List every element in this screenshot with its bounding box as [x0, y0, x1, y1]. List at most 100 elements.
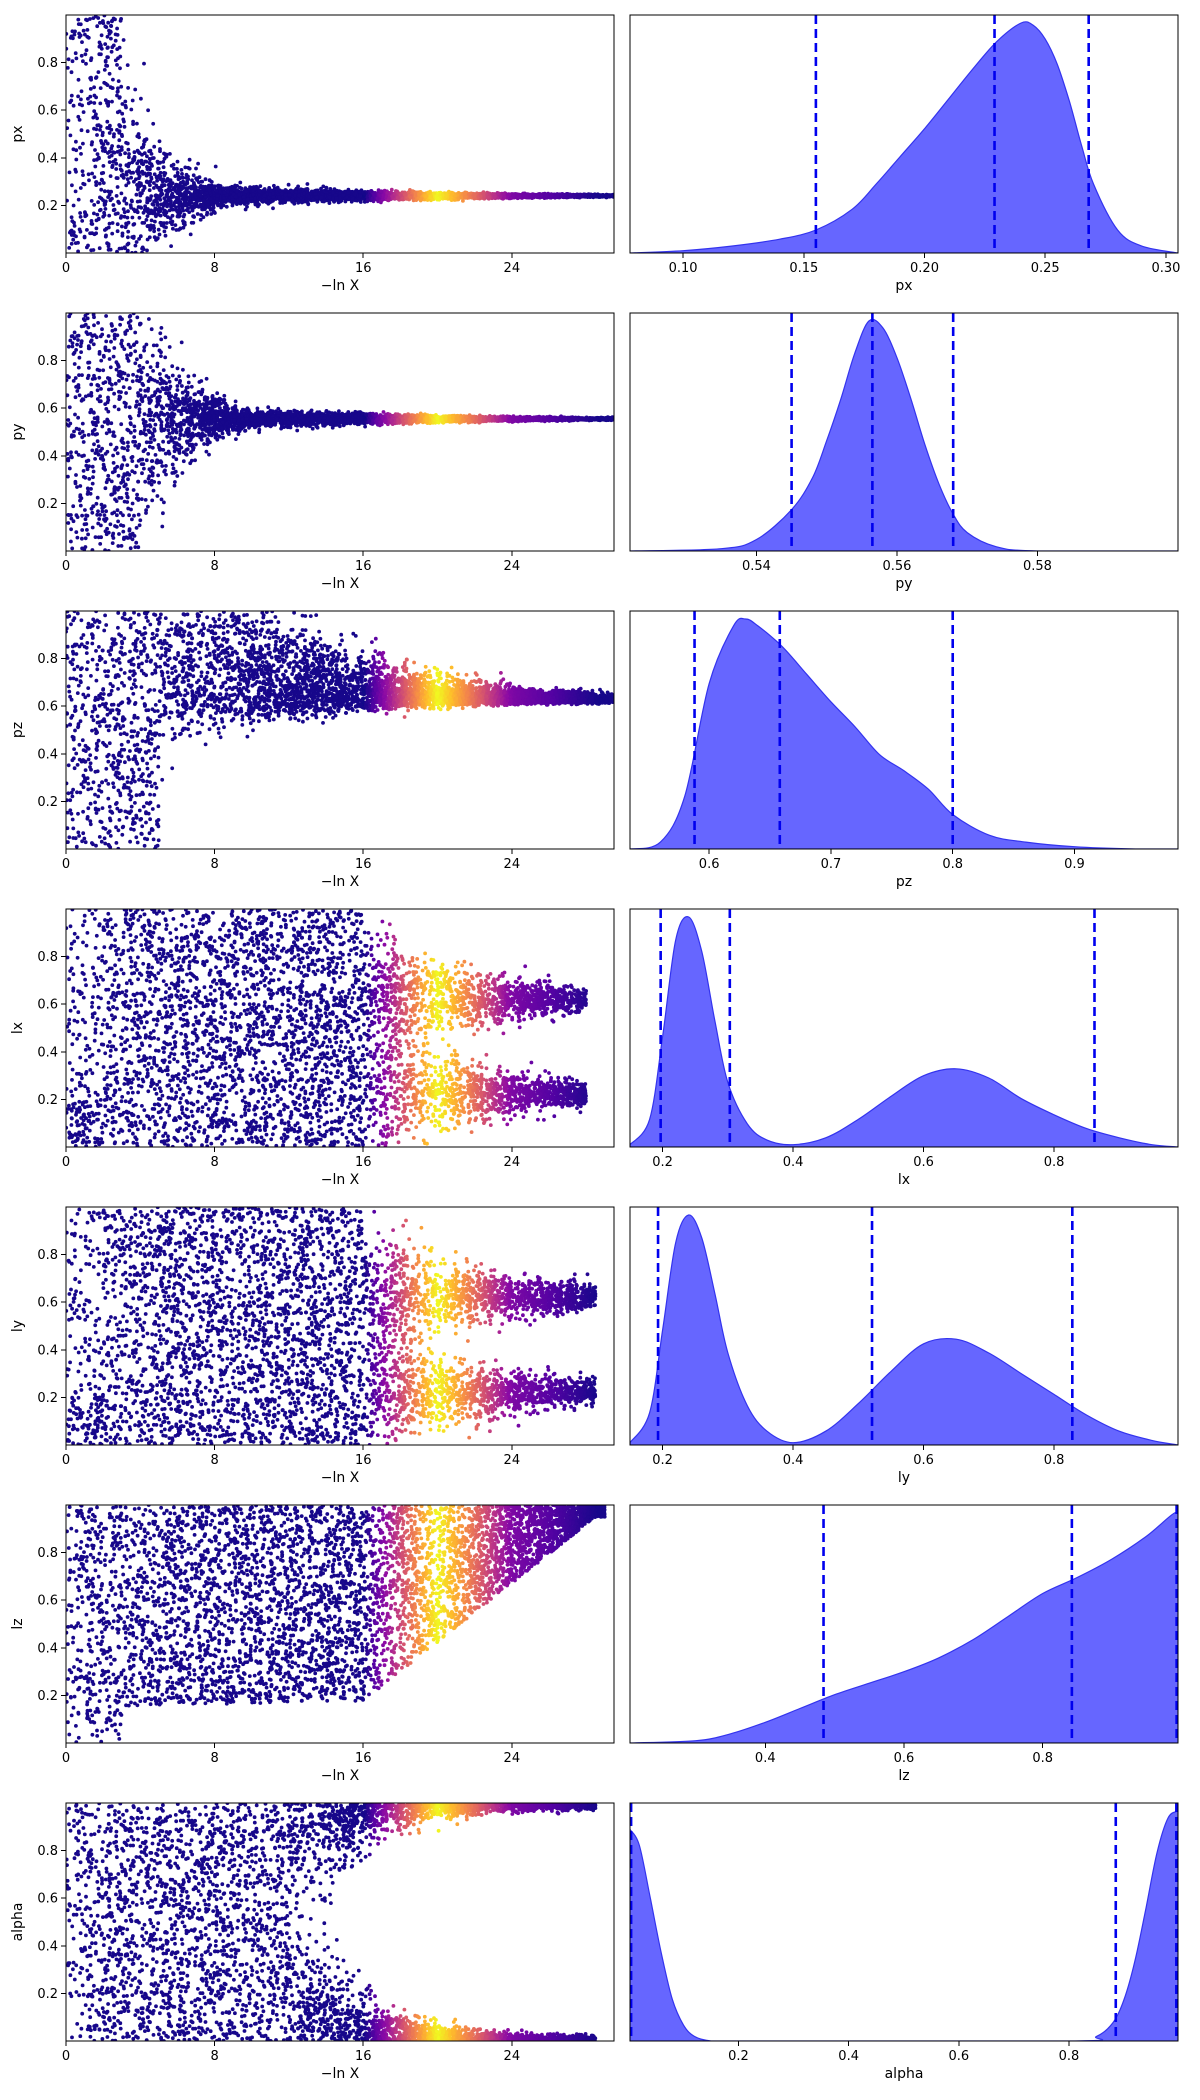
scatter-point [144, 173, 149, 178]
scatter-point [98, 127, 102, 132]
scatter-point [104, 25, 109, 29]
scatter-point [129, 198, 134, 203]
scatter-point [127, 152, 131, 156]
scatter-point [113, 17, 117, 22]
scatter-point [146, 210, 151, 214]
scatter-point [115, 26, 119, 31]
scatter-point [147, 188, 152, 193]
scatter-point [110, 196, 114, 201]
scatter-point [201, 186, 206, 191]
scatter-point [105, 141, 110, 146]
scatter-point [101, 214, 106, 219]
scatter-point [104, 63, 108, 68]
scatter-point [184, 186, 189, 191]
scatter-point [80, 169, 85, 174]
scatter-point [128, 203, 133, 208]
scatter-point [200, 179, 205, 184]
scatter-point [102, 80, 107, 85]
scatter-point [68, 133, 73, 138]
scatter-point [115, 110, 120, 115]
scatter-point [195, 212, 200, 216]
scatter-point [84, 61, 88, 66]
scatter-point [328, 187, 333, 191]
scatter-point [253, 196, 257, 201]
scatter-point [135, 161, 140, 166]
scatter-point [81, 141, 85, 146]
scatter-point [197, 204, 202, 209]
scatter-point [315, 199, 320, 204]
scatter-point [121, 172, 125, 177]
scatter-point [98, 20, 102, 25]
scatter-point [101, 181, 106, 185]
scatter-point [66, 126, 70, 130]
scatter-point [135, 121, 139, 126]
scatter-point [453, 198, 458, 202]
scatter-point [107, 28, 111, 33]
scatter-point [111, 77, 115, 82]
scatter-point [96, 216, 101, 221]
scatter-point [331, 190, 335, 195]
scatter-point [187, 210, 192, 215]
scatter-point [134, 240, 139, 244]
scatter-point [126, 86, 130, 90]
scatter-point [181, 175, 185, 180]
scatter-point [224, 204, 229, 209]
scatter-point [131, 119, 136, 124]
scatter-point [74, 139, 78, 144]
scatter-point [78, 33, 83, 38]
scatter-point [154, 175, 159, 180]
scatter-point [76, 94, 80, 99]
scatter-point [100, 130, 105, 135]
scatter-point [215, 194, 220, 198]
scatter-point [115, 90, 120, 94]
scatter-point [77, 102, 82, 107]
scatter-point [160, 179, 165, 184]
scatter-point [118, 18, 123, 23]
scatter-point [88, 87, 93, 91]
scatter-point [106, 102, 111, 107]
scatter-point [121, 207, 126, 212]
scatter-point [82, 182, 87, 187]
scatter-point [122, 119, 126, 124]
scatter-point [496, 191, 500, 196]
scatter-point [136, 132, 141, 136]
scatter-point [99, 171, 104, 176]
scatter-point [92, 203, 97, 207]
scatter-point [191, 197, 196, 202]
scatter-point [102, 203, 107, 207]
scatter-point [122, 210, 127, 215]
scatter-point [115, 222, 120, 227]
scatter-point [142, 139, 147, 144]
scatter-point [237, 192, 241, 197]
scatter-point [78, 186, 83, 190]
scatter-point [87, 178, 91, 183]
scatter-points-px [66, 15, 614, 253]
scatter-point [141, 145, 146, 149]
scatter-point [186, 177, 191, 182]
scatter-point [142, 151, 147, 156]
scatter-point [78, 145, 82, 150]
scatter-point [74, 157, 79, 162]
scatter-point [74, 169, 78, 174]
scatter-point [324, 186, 329, 190]
scatter-point [125, 63, 130, 67]
scatter-point [166, 189, 171, 194]
scatter-point [134, 192, 139, 197]
scatter-point [314, 195, 319, 200]
scatter-point [218, 202, 223, 207]
scatter-point [117, 138, 122, 143]
scatter-point [145, 196, 150, 201]
scatter-point [249, 199, 254, 204]
scatter-point [162, 183, 167, 188]
scatter-point [125, 215, 130, 220]
scatter-point [111, 150, 115, 155]
scatter-point [394, 189, 398, 193]
scatter-point [109, 146, 114, 151]
scatter-point [145, 200, 150, 205]
scatter-point [66, 118, 71, 123]
scatter-point [113, 158, 118, 162]
scatter-point [177, 203, 182, 208]
scatter-point [69, 241, 74, 246]
scatter-point [365, 194, 370, 199]
